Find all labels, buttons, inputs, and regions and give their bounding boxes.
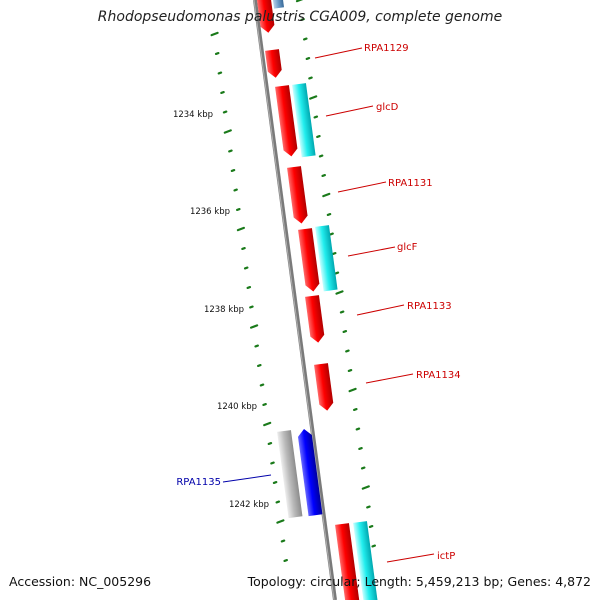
inner-tick-0 xyxy=(210,31,219,37)
feature-partial-top-forward[interactable] xyxy=(255,0,276,34)
outer-tick-11 xyxy=(326,213,332,216)
gene-rpa1135[interactable] xyxy=(297,428,323,517)
outer-tick-9 xyxy=(321,174,326,177)
scale-label-1238: 1238 kbp xyxy=(204,305,244,315)
inner-tick-18 xyxy=(259,383,265,387)
outer-tick-5 xyxy=(309,95,318,100)
outer-tick-8 xyxy=(318,154,324,158)
outer-tick-1 xyxy=(300,18,305,21)
outer-tick-3 xyxy=(305,56,311,61)
inner-tick-marks xyxy=(210,31,288,563)
gene-features xyxy=(255,0,379,600)
inner-tick-12 xyxy=(243,266,249,270)
gene-rpa1129[interactable] xyxy=(265,49,283,79)
inner-tick-23 xyxy=(272,481,278,484)
inner-tick-1 xyxy=(214,51,220,56)
inner-tick-13 xyxy=(246,286,252,289)
gene-label-glcd: glcD xyxy=(376,102,399,113)
accession-text: Accession: NC_005296 xyxy=(9,574,152,589)
inner-tick-3 xyxy=(220,90,225,95)
gene-rpa1134[interactable] xyxy=(314,363,334,411)
feature-partial-top-steel[interactable] xyxy=(271,0,285,9)
outer-tick-15 xyxy=(335,290,344,295)
inner-tick-22 xyxy=(270,461,275,465)
outer-tick-28 xyxy=(371,544,376,548)
inner-tick-27 xyxy=(283,558,288,563)
outer-tick-18 xyxy=(345,349,350,353)
outer-tick-2 xyxy=(303,37,308,41)
inner-tick-8 xyxy=(233,188,238,192)
scale-label-1234: 1234 kbp xyxy=(173,110,213,120)
feature-glcf-cyan[interactable] xyxy=(315,225,338,292)
feature-glcd-cyan[interactable] xyxy=(292,83,316,158)
outer-tick-19 xyxy=(347,369,353,372)
feature-rpa1135-grey[interactable] xyxy=(277,430,303,519)
outer-tick-marks xyxy=(295,0,376,548)
inner-tick-17 xyxy=(257,364,262,367)
inner-tick-25 xyxy=(276,519,285,524)
outer-tick-26 xyxy=(366,505,371,509)
outer-tick-22 xyxy=(355,427,361,431)
genome-title: Rhodopseudomonas palustris CGA009, compl… xyxy=(97,9,503,25)
outer-tick-23 xyxy=(358,447,363,450)
scale-label-1236: 1236 kbp xyxy=(190,207,230,217)
gene-label-rpa1131: RPA1131 xyxy=(388,178,433,189)
outer-tick-25 xyxy=(361,485,370,490)
outer-tick-7 xyxy=(316,135,321,138)
feature-ictp-cyan[interactable] xyxy=(353,521,379,600)
inner-tick-2 xyxy=(217,71,223,75)
inner-tick-26 xyxy=(280,539,286,543)
outer-tick-27 xyxy=(368,524,374,529)
inner-tick-4 xyxy=(222,110,228,114)
gene-glcf[interactable] xyxy=(298,228,320,292)
scale-label-1242: 1242 kbp xyxy=(229,500,269,510)
outer-tick-14 xyxy=(334,271,340,275)
outer-tick-21 xyxy=(353,408,358,411)
inner-tick-7 xyxy=(230,169,236,172)
outer-tick-0 xyxy=(295,0,304,3)
scale-label-1240: 1240 kbp xyxy=(217,402,257,412)
outer-tick-17 xyxy=(342,330,348,333)
scale-labels: 1234 kbp 1236 kbp 1238 kbp 1240 kbp 1242… xyxy=(173,110,269,510)
outer-tick-4 xyxy=(308,76,313,80)
gene-rpa1131[interactable] xyxy=(287,166,308,224)
genome-backbone xyxy=(253,0,337,600)
gene-labels: RPA1129 glcD RPA1131 glcF RPA1133 RPA113… xyxy=(176,43,461,563)
inner-tick-14 xyxy=(249,305,254,309)
inner-tick-19 xyxy=(262,403,267,406)
outer-tick-16 xyxy=(339,310,345,314)
outer-tick-6 xyxy=(313,115,319,119)
gene-label-rpa1129: RPA1129 xyxy=(364,43,409,54)
outer-tick-12 xyxy=(329,232,334,236)
inner-tick-20 xyxy=(263,421,272,427)
inner-tick-21 xyxy=(267,442,273,445)
gene-label-glcf: glcF xyxy=(397,242,418,253)
inner-tick-15 xyxy=(250,324,259,329)
outer-tick-13 xyxy=(331,252,337,255)
inner-tick-5 xyxy=(223,129,232,134)
inner-tick-9 xyxy=(236,208,241,211)
gene-glcd[interactable] xyxy=(275,85,298,157)
inner-tick-10 xyxy=(236,226,245,232)
inner-tick-24 xyxy=(275,500,281,504)
outer-tick-10 xyxy=(322,192,331,198)
topology-text: Topology: circular; Length: 5,459,213 bp… xyxy=(247,574,591,589)
gene-ictp[interactable] xyxy=(335,523,361,600)
inner-tick-6 xyxy=(228,149,233,153)
inner-tick-16 xyxy=(254,344,259,348)
outer-tick-20 xyxy=(348,387,357,393)
inner-tick-11 xyxy=(241,247,246,250)
gene-label-rpa1133: RPA1133 xyxy=(407,301,452,312)
outer-tick-24 xyxy=(360,466,366,470)
gene-label-rpa1134: RPA1134 xyxy=(416,370,461,381)
gene-label-ictp: ictP xyxy=(437,551,455,562)
gene-rpa1133[interactable] xyxy=(305,295,325,343)
gene-label-rpa1135: RPA1135 xyxy=(176,477,221,488)
